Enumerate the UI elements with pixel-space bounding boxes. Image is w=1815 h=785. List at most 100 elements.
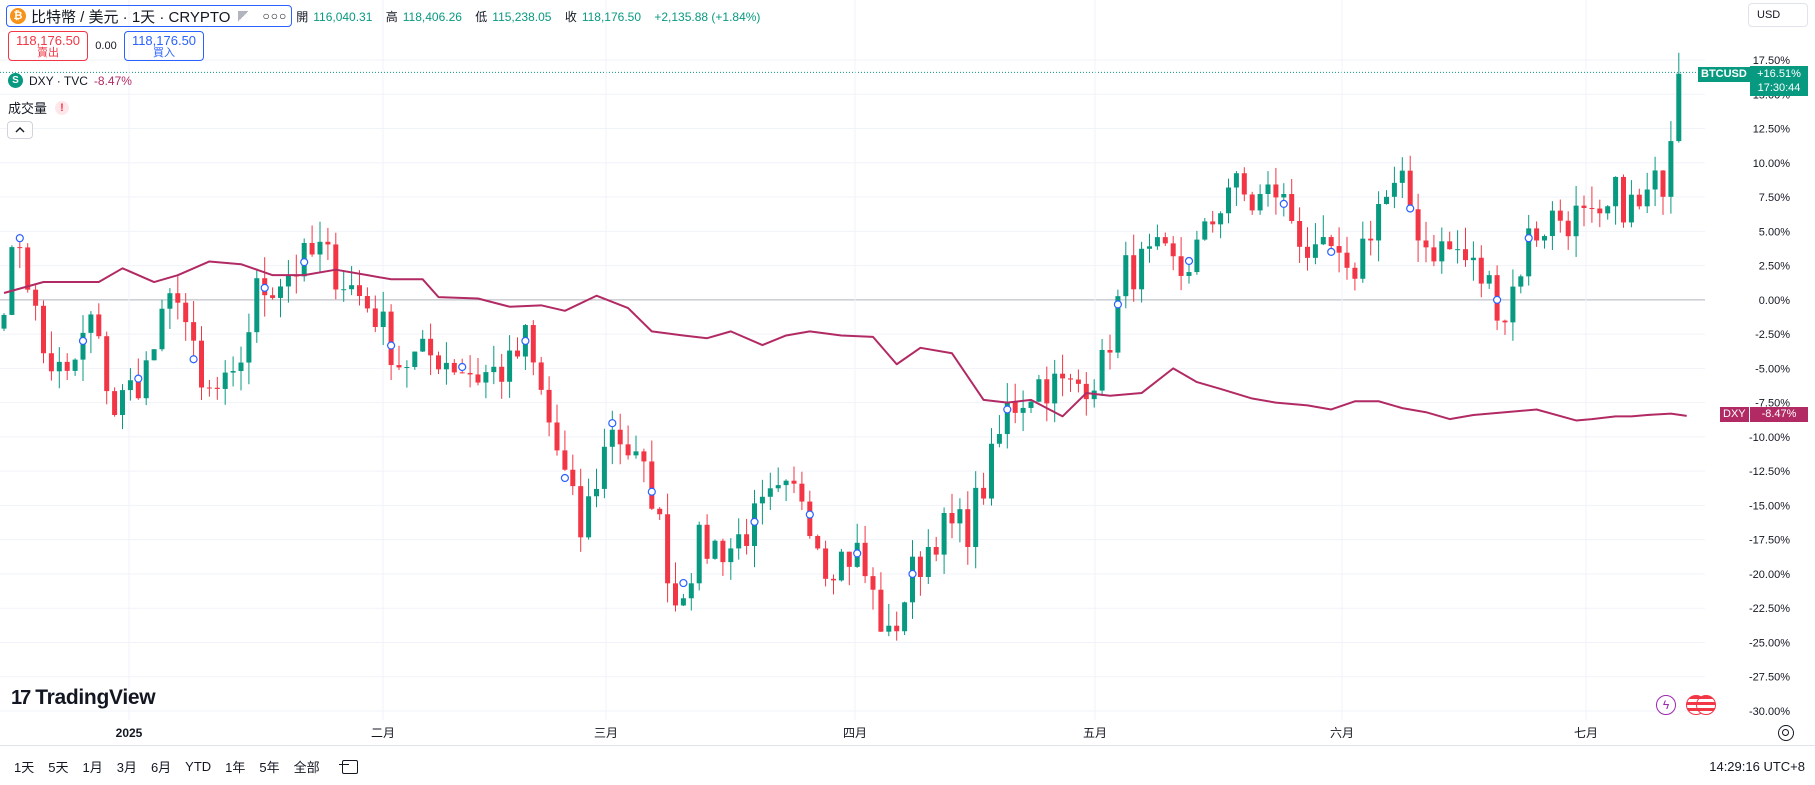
time-tick-label: 六月 (1330, 726, 1354, 740)
candle-body (349, 285, 355, 290)
candle-body (791, 480, 797, 484)
candle-body (1162, 237, 1168, 244)
candle-body (1668, 141, 1674, 197)
candle-body (933, 547, 939, 555)
candle-body (831, 578, 836, 581)
candle-body (1107, 349, 1113, 353)
tradingview-logo[interactable]: 17 TradingView (11, 686, 156, 710)
candle-body (657, 508, 663, 515)
warning-icon[interactable]: ! (55, 100, 70, 115)
candle-body (1060, 373, 1066, 379)
currency-select[interactable]: USD (1748, 3, 1808, 27)
candle-body (1676, 73, 1682, 142)
candle-body (127, 380, 133, 391)
candle-body (1549, 210, 1555, 237)
candle-body (270, 295, 276, 298)
candle-body (1289, 194, 1295, 221)
event-marker (1524, 234, 1533, 243)
candle-body (1328, 237, 1334, 247)
candle-body (404, 366, 410, 368)
candle-body (736, 534, 742, 549)
price-axis[interactable]: 17.50%15.00%12.50%10.00%7.50%5.00%2.50%0… (1749, 55, 1790, 718)
candle-body (175, 293, 181, 303)
collapse-legend-button[interactable] (7, 121, 33, 139)
chart-canvas[interactable]: 17.50%15.00%12.50%10.00%7.50%5.00%2.50%0… (0, 0, 1815, 745)
range-1m[interactable]: 1月 (82, 760, 103, 775)
candle-body (989, 443, 994, 499)
candle-body (878, 589, 884, 632)
range-selector: 1天 5天 1月 3月 6月 YTD 1年 5年 全部 (8, 757, 358, 776)
calendar-goto-icon[interactable] (338, 759, 358, 774)
candle-body (1036, 379, 1042, 402)
candle-body (673, 583, 678, 606)
range-ytd[interactable]: YTD (185, 759, 212, 774)
event-marker (853, 549, 862, 558)
event-marker (521, 336, 530, 346)
candle-body (1391, 182, 1397, 197)
range-6m[interactable]: 6月 (150, 760, 172, 775)
candle-body (451, 362, 457, 373)
candle-body (578, 486, 584, 538)
candle-body (1170, 243, 1176, 257)
us-flag-events-icon[interactable] (1686, 695, 1716, 715)
change-value: +2,135.88 (+1.84%) (654, 9, 761, 24)
candle-body (744, 534, 750, 546)
range-5d[interactable]: 5天 (48, 760, 69, 775)
range-all[interactable]: 全部 (293, 760, 320, 775)
range-3m[interactable]: 3月 (116, 760, 137, 775)
candle-body (1012, 401, 1018, 413)
candle-body (728, 548, 734, 563)
candle-body (981, 487, 987, 499)
sell-price: 118,176.50 (15, 33, 81, 48)
candle-body (1589, 208, 1595, 210)
time-axis[interactable]: 2025 二月 三月 四月 五月 六月 七月 (116, 726, 1598, 740)
candle-body (1613, 176, 1619, 207)
candle-body (1439, 241, 1445, 262)
candle-body (917, 556, 923, 577)
candle-body (783, 480, 789, 486)
more-dots-icon[interactable]: ○○○ (262, 9, 288, 23)
candle-body (1068, 378, 1073, 380)
price-tick-label: 12.50% (1753, 124, 1791, 136)
flag-icon[interactable] (238, 10, 249, 22)
volume-legend[interactable]: 成交量 ! (8, 98, 70, 117)
buy-button[interactable]: 118,176.50 買入 (124, 31, 204, 61)
candle-body (846, 551, 852, 567)
candle-body (633, 451, 639, 456)
candle-body (554, 422, 560, 451)
symbol-title-box[interactable]: ₿ 比特幣 / 美元 · 1天 · CRYPTO ○○○ (6, 5, 293, 27)
candle-body (1360, 238, 1366, 279)
gear-icon[interactable] (1778, 725, 1794, 741)
candle-body (475, 374, 481, 383)
time-tick-label: 四月 (843, 726, 867, 740)
candle-body (1273, 184, 1279, 198)
candle-body (459, 372, 465, 374)
candle-body (499, 366, 505, 382)
price-tick-label: 0.00% (1759, 295, 1790, 307)
candle-body (838, 551, 844, 581)
candle-body (412, 351, 418, 367)
range-5y[interactable]: 5年 (259, 760, 280, 775)
overlay-legend[interactable]: S DXY · TVC -8.47% (8, 73, 132, 88)
price-tick-label: 10.00% (1753, 158, 1791, 170)
range-1d[interactable]: 1天 (14, 760, 35, 775)
lightning-icon[interactable]: ϟ (1656, 695, 1676, 715)
candle-body (641, 451, 647, 462)
candle-body (720, 540, 726, 563)
sell-button[interactable]: 118,176.50 賣出 (8, 31, 88, 61)
candle-body (41, 305, 46, 354)
candle-body (1470, 257, 1476, 261)
price-tick-label: -27.50% (1749, 672, 1790, 684)
event-marker (15, 234, 24, 243)
volume-label: 成交量 (8, 101, 48, 116)
candle-body (1249, 194, 1255, 211)
tradingview-logo-icon: 17 (11, 686, 31, 709)
clock-timezone[interactable]: 14:29:16 UTC+8 (1709, 759, 1805, 774)
candle-body (546, 389, 552, 423)
price-tick-label: -10.00% (1749, 432, 1790, 444)
candle-body (151, 349, 157, 361)
candle-body (1573, 205, 1579, 237)
candle-body (1344, 252, 1350, 268)
candle-body (191, 322, 197, 341)
range-1y[interactable]: 1年 (225, 760, 246, 775)
